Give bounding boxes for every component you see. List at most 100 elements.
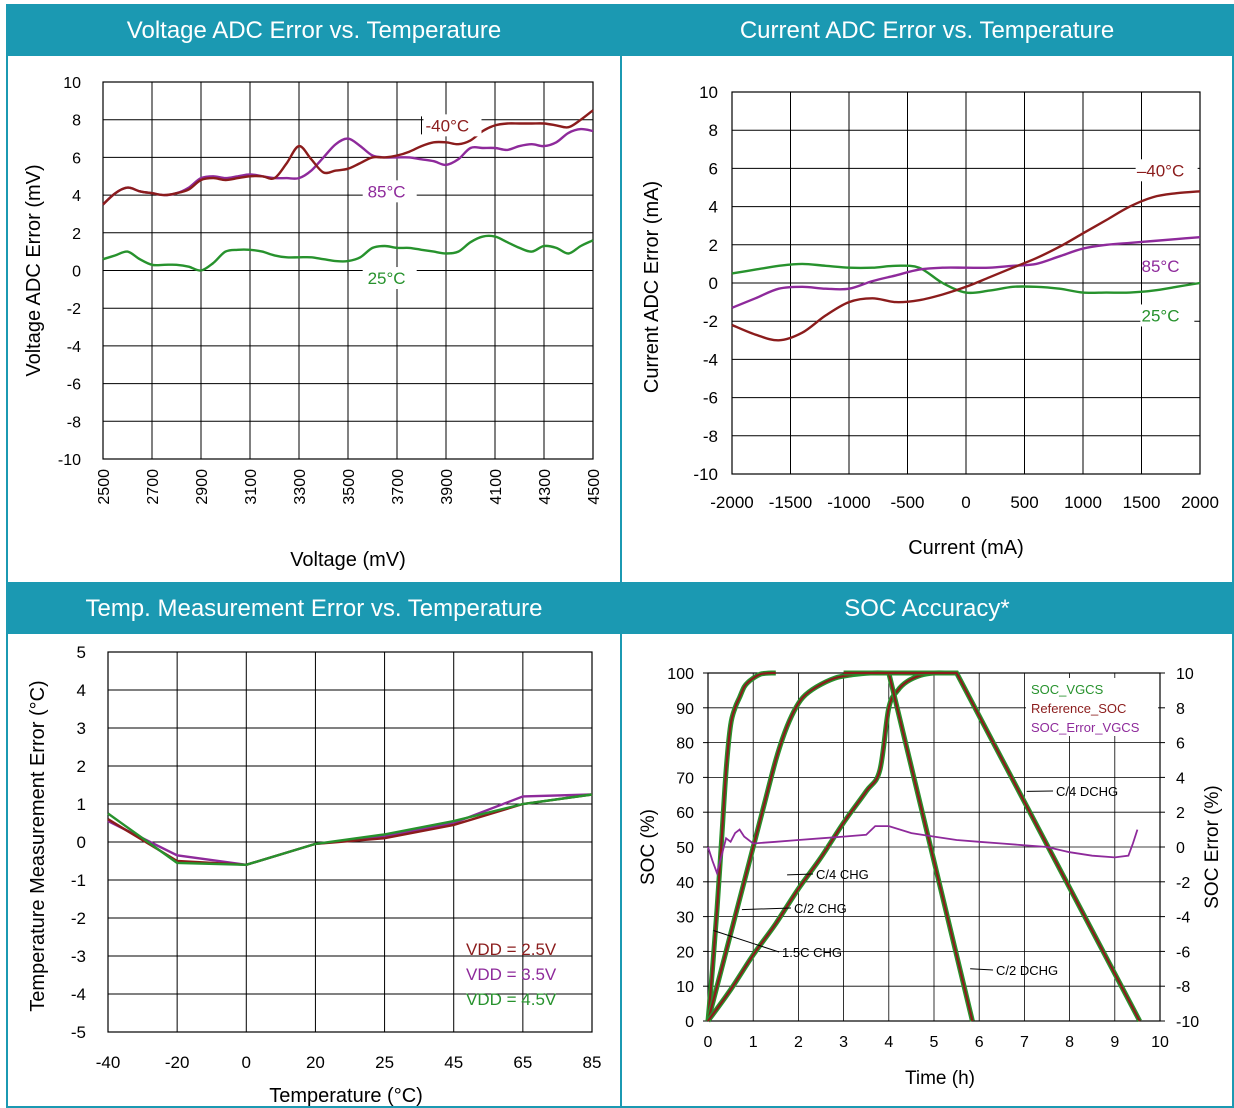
annotation-leader bbox=[741, 907, 792, 911]
annotation-bg bbox=[362, 180, 417, 203]
y-tick-label: 20 bbox=[676, 944, 694, 961]
chart-title: SOC Accuracy* bbox=[622, 584, 1232, 634]
y-tick-label: -2 bbox=[703, 312, 718, 331]
soc-accuracy-panel: SOC Accuracy* 0 1 2 3 4 5 6 7 8 9 10 0 10 20 30 40 50 60 7… bbox=[620, 582, 1234, 1108]
y-tick-label: 40 bbox=[676, 875, 694, 892]
y-tick-label: 2 bbox=[709, 236, 718, 255]
y2-tick-label: 0 bbox=[1176, 840, 1185, 857]
series-line-85c bbox=[731, 236, 1201, 309]
annotation-bg bbox=[423, 114, 482, 137]
x-tick-label: 3500 bbox=[341, 469, 358, 505]
y-tick-label: 8 bbox=[709, 121, 718, 140]
y-tick-label: 80 bbox=[676, 736, 694, 753]
chart-title: Voltage ADC Error vs. Temperature bbox=[8, 6, 620, 56]
annotation-label: C/2 DCHG bbox=[996, 963, 1058, 978]
x-tick-label: 0 bbox=[961, 493, 970, 512]
y-tick-label: 0 bbox=[709, 274, 718, 293]
reference-soc-line bbox=[888, 671, 1141, 1022]
y-tick-label: -2 bbox=[71, 909, 86, 928]
y-tick-label: -2 bbox=[67, 301, 81, 318]
y-tick-label: 100 bbox=[667, 666, 694, 683]
y-tick-label: 1 bbox=[77, 795, 86, 814]
y-tick-label: 70 bbox=[676, 770, 694, 787]
y-axis-label: Current ADC Error (mA) bbox=[641, 181, 663, 393]
y-tick-label: 0 bbox=[77, 833, 86, 852]
legend-entry: Reference_SOC bbox=[1031, 701, 1126, 716]
y-tick-label: 2 bbox=[77, 757, 86, 776]
y2-tick-label: 10 bbox=[1176, 666, 1194, 683]
x-tick-label: 500 bbox=[1010, 493, 1038, 512]
y-tick-label: -6 bbox=[703, 389, 718, 408]
y-tick-label: -6 bbox=[67, 377, 81, 394]
voltage-adc-chart: 2500 2700 2900 3100 3300 3500 3700 3900 4100 4300… bbox=[23, 75, 603, 571]
series-line-minus40c bbox=[102, 109, 594, 206]
x-tick-label: 5 bbox=[930, 1034, 939, 1051]
y-tick-label: 60 bbox=[676, 805, 694, 822]
legend-entry: VDD = 3.5V bbox=[466, 965, 557, 984]
x-axis-label: Current (mA) bbox=[908, 537, 1024, 559]
y-tick-label: -4 bbox=[71, 985, 86, 1004]
x-tick-label: -1500 bbox=[769, 493, 812, 512]
x-tick-label: 2900 bbox=[194, 469, 211, 505]
x-tick-label: -1000 bbox=[827, 493, 870, 512]
x-axis-label: Time (h) bbox=[905, 1068, 975, 1089]
x-tick-label: 25 bbox=[375, 1053, 394, 1072]
x-tick-label: 1000 bbox=[1064, 493, 1102, 512]
annotation-label-25c: 25°C bbox=[368, 269, 406, 288]
y-tick-label: -5 bbox=[71, 1023, 86, 1042]
reference-soc-line bbox=[706, 671, 776, 1022]
annotation-label-minus40c: -40°C bbox=[426, 116, 470, 135]
legend-entry: SOC_VGCS bbox=[1031, 682, 1104, 697]
legend-box bbox=[1026, 678, 1158, 736]
x-tick-label: 7 bbox=[1020, 1034, 1029, 1051]
soc-error-line bbox=[707, 825, 1139, 877]
y-tick-label: 10 bbox=[63, 75, 81, 92]
x-tick-label: 20 bbox=[306, 1053, 325, 1072]
annotation-label-25c: 25°C bbox=[1142, 306, 1180, 325]
x-tick-label: 0 bbox=[704, 1034, 713, 1051]
y-tick-label: 2 bbox=[72, 226, 81, 243]
y-axis-label: Voltage ADC Error (mV) bbox=[23, 164, 45, 376]
annotation-bg bbox=[1135, 159, 1198, 182]
annotation-label: C/2 CHG bbox=[794, 901, 847, 916]
x-tick-label: 1 bbox=[749, 1034, 758, 1051]
y2-tick-label: -10 bbox=[1176, 1014, 1199, 1031]
x-tick-label: 65 bbox=[513, 1053, 532, 1072]
x-tick-label: 45 bbox=[444, 1053, 463, 1072]
x-axis-label: Voltage (mV) bbox=[290, 549, 406, 571]
x-tick-label: 10 bbox=[1151, 1034, 1169, 1051]
x-tick-label: 4300 bbox=[537, 469, 554, 505]
temp-measurement-panel: Temp. Measurement Error vs. Temperature … bbox=[6, 582, 622, 1108]
y-tick-label: 5 bbox=[77, 643, 86, 662]
soc-accuracy-chart: 0 1 2 3 4 5 6 7 8 9 100102030405060708090100-10-8-… bbox=[638, 666, 1223, 1089]
x-tick-label: 2 bbox=[794, 1034, 803, 1051]
y-tick-label: -8 bbox=[703, 427, 718, 446]
x-tick-label: -20 bbox=[165, 1053, 190, 1072]
annotation-label-minus40c: –40°C bbox=[1137, 161, 1184, 180]
y2-axis-label: SOC Error (%) bbox=[1202, 785, 1223, 909]
y-tick-label: -4 bbox=[703, 350, 718, 369]
y-tick-label: -4 bbox=[67, 339, 81, 356]
legend-entry: VDD = 4.5V bbox=[466, 990, 557, 1009]
x-axis-label: Temperature (°C) bbox=[269, 1085, 423, 1106]
y-tick-label: -1 bbox=[71, 871, 86, 890]
y-tick-label: -10 bbox=[58, 452, 81, 469]
x-tick-label: 2000 bbox=[1181, 493, 1219, 512]
plot-frame bbox=[107, 651, 593, 1033]
annotation-label: C/4 CHG bbox=[816, 867, 869, 882]
x-tick-label: 1500 bbox=[1123, 493, 1161, 512]
y-tick-label: 0 bbox=[685, 1014, 694, 1031]
temp-measurement-chart: -40 -20 0 20 25 45 65 85-5-4-3-2-1012345Tempera… bbox=[27, 643, 602, 1106]
x-tick-label: 85 bbox=[583, 1053, 602, 1072]
y2-tick-label: 8 bbox=[1176, 701, 1185, 718]
y-tick-label: 4 bbox=[77, 681, 86, 700]
x-tick-label: -500 bbox=[890, 493, 924, 512]
x-tick-label: 4100 bbox=[488, 469, 505, 505]
current-adc-chart: -2000 -1500 -1000 -500 0 500 1000 1500 2000 -10 -8… bbox=[641, 83, 1219, 559]
x-tick-label: 3 bbox=[839, 1034, 848, 1051]
x-tick-label: -40 bbox=[96, 1053, 121, 1072]
x-tick-label: 2700 bbox=[145, 469, 162, 505]
annotation-label-85c: 85°C bbox=[368, 182, 406, 201]
y-axis-label: SOC (%) bbox=[638, 809, 659, 885]
x-tick-label: -2000 bbox=[710, 493, 753, 512]
